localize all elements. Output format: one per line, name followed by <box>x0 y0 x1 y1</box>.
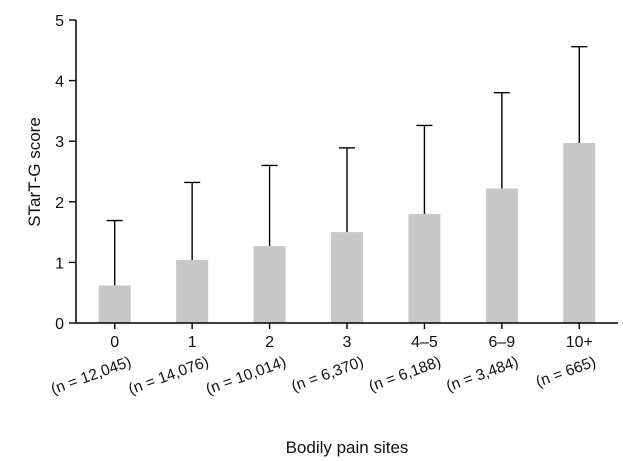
x-tick-label-2: 2 <box>265 334 274 351</box>
bar-6 <box>563 143 596 323</box>
bar-1 <box>176 259 209 323</box>
y-ticks: 0 1 2 3 4 5 <box>55 13 76 333</box>
sample-size-label-5: (n = 3,484) <box>444 354 521 396</box>
x-tick-label-5: 6–9 <box>489 334 516 351</box>
bar-4 <box>408 213 441 323</box>
y-tick-label-5: 5 <box>55 13 64 30</box>
bars <box>98 143 596 323</box>
sample-size-label-6: (n = 665) <box>534 354 599 391</box>
x-tick-label-0: 0 <box>110 334 119 351</box>
x-tick-label-4: 4–5 <box>411 334 438 351</box>
sample-size-label-0: (n = 12,045) <box>49 354 134 399</box>
bar-3 <box>331 232 363 323</box>
x-axis-title: Bodily pain sites <box>286 438 409 457</box>
x-tick-label-3: 3 <box>343 334 352 351</box>
bar-2 <box>253 246 286 323</box>
y-tick-label-3: 3 <box>55 134 64 151</box>
sample-size-label-2: (n = 10,014) <box>204 354 289 399</box>
sample-size-label-1: (n = 14,076) <box>126 354 211 399</box>
error-bars <box>106 45 588 286</box>
y-tick-label-0: 0 <box>55 316 64 333</box>
x-tick-label-1: 1 <box>188 334 197 351</box>
sample-size-label-4: (n = 6,188) <box>367 354 444 396</box>
y-tick-label-4: 4 <box>55 74 64 91</box>
sample-size-label-3: (n = 6,370) <box>289 354 366 396</box>
y-tick-label-2: 2 <box>55 195 64 212</box>
sample-size-labels: (n = 12,045)(n = 14,076)(n = 10,014) (n =… <box>49 354 598 399</box>
bar-0 <box>98 285 131 323</box>
bar-5 <box>485 188 518 323</box>
x-tick-label-6: 10+ <box>566 334 593 351</box>
y-tick-label-1: 1 <box>55 255 64 272</box>
y-axis-title: STarT-G score <box>25 117 44 227</box>
x-ticks: 0 1 2 3 4–5 6–9 10+ <box>110 323 593 351</box>
